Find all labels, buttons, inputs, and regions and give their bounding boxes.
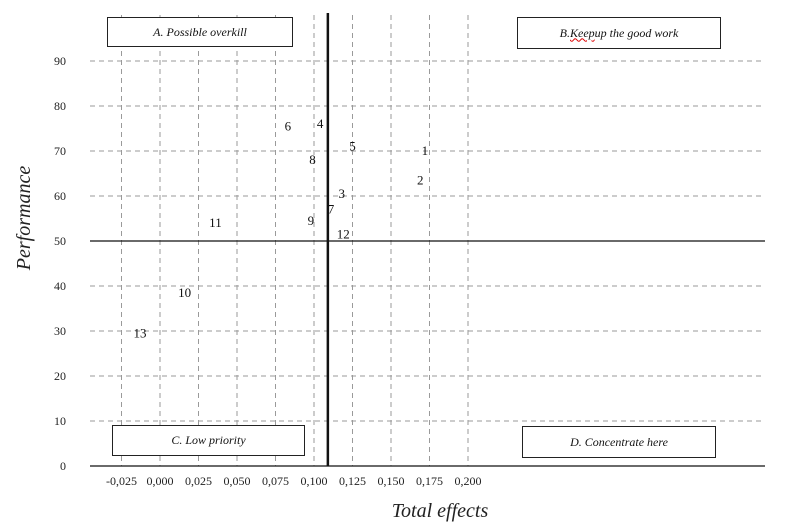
x-tick-label: -0,025 bbox=[106, 474, 137, 488]
axes: -0,025 0,000 0,025 0,050 0,075 0,100 0,125 0,15… bbox=[54, 13, 765, 488]
x-tick-label: 0,000 bbox=[147, 474, 174, 488]
x-axis-title: Total effects bbox=[392, 500, 489, 522]
quadrant-a-label: A. Possible overkill bbox=[107, 17, 293, 47]
quadrant-c-label: C. Low priority bbox=[112, 425, 305, 456]
x-tick-label: 0,200 bbox=[455, 474, 482, 488]
data-point-label: 3 bbox=[338, 186, 345, 201]
quadrant-b-label: B. Keep up the good work bbox=[517, 17, 721, 49]
y-tick-label: 20 bbox=[54, 369, 66, 383]
x-tick-label: 0,125 bbox=[339, 474, 366, 488]
x-tick-label: 0,175 bbox=[416, 474, 443, 488]
x-tick-label: 0,100 bbox=[301, 474, 328, 488]
data-point-label: 10 bbox=[178, 285, 191, 300]
y-tick-label: 30 bbox=[54, 324, 66, 338]
y-tick-label: 90 bbox=[54, 54, 66, 68]
data-point-label: 9 bbox=[308, 213, 315, 228]
y-tick-label: 70 bbox=[54, 144, 66, 158]
data-point-label: 8 bbox=[309, 152, 316, 167]
data-point-label: 2 bbox=[417, 172, 424, 187]
quadrant-b-prefix: B. bbox=[559, 25, 570, 40]
quadrant-d-label: D. Concentrate here bbox=[522, 426, 716, 458]
y-tick-label: 0 bbox=[60, 459, 66, 473]
x-tick-label: 0,025 bbox=[185, 474, 212, 488]
quadrant-b-misspelled-word: Keep bbox=[570, 25, 595, 40]
data-point-label: 12 bbox=[337, 226, 350, 241]
data-point-label: 6 bbox=[285, 118, 292, 133]
y-tick-label: 40 bbox=[54, 279, 66, 293]
data-point-label: 11 bbox=[209, 215, 222, 230]
y-tick-label: 10 bbox=[54, 414, 66, 428]
y-axis-title: Performance bbox=[13, 166, 35, 272]
y-tick-label: 80 bbox=[54, 99, 66, 113]
data-point-label: 7 bbox=[328, 202, 335, 217]
data-point-label: 1 bbox=[422, 143, 429, 158]
data-point-label: 4 bbox=[317, 116, 324, 131]
x-tick-label: 0,150 bbox=[378, 474, 405, 488]
x-tick-label: 0,075 bbox=[262, 474, 289, 488]
data-point-label: 13 bbox=[133, 325, 146, 340]
x-tick-label: 0,050 bbox=[224, 474, 251, 488]
quadrant-b-rest: up the good work bbox=[594, 25, 679, 40]
data-point-label: 5 bbox=[349, 139, 356, 154]
y-tick-label: 60 bbox=[54, 189, 66, 203]
y-tick-label: 50 bbox=[54, 234, 66, 248]
